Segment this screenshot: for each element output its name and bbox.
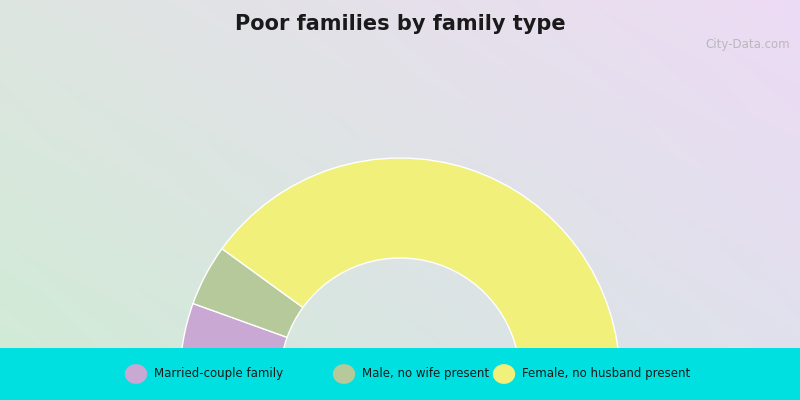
Text: City-Data.com: City-Data.com [706, 38, 790, 51]
Text: Poor families by family type: Poor families by family type [234, 14, 566, 34]
Ellipse shape [333, 364, 355, 384]
Wedge shape [222, 158, 620, 378]
Text: Married-couple family: Married-couple family [154, 368, 282, 380]
Ellipse shape [493, 364, 515, 384]
Text: Female, no husband present: Female, no husband present [522, 368, 690, 380]
Ellipse shape [125, 364, 147, 384]
Wedge shape [180, 304, 287, 378]
Wedge shape [193, 249, 303, 337]
Text: Male, no wife present: Male, no wife present [362, 368, 489, 380]
